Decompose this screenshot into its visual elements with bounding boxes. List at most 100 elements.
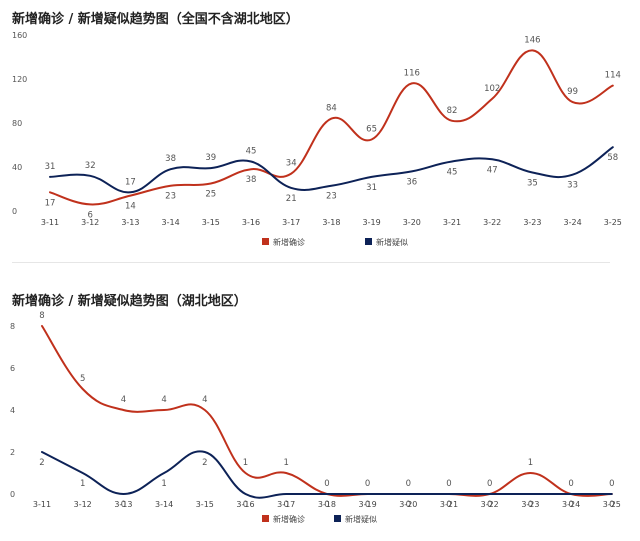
x-tick-label: 3-14 [162, 218, 180, 227]
data-label: 35 [527, 179, 538, 189]
line-chart-hubei: 0 2 4 6 8 3-11 3-12 3-13 3-14 3-15 3-16 3-17 3-18 3-1… [10, 311, 621, 524]
data-label: 34 [286, 159, 297, 169]
data-label: 146 [524, 35, 540, 45]
data-label: 2 [39, 458, 44, 468]
data-label: 31 [45, 162, 56, 172]
chart-title: 新增确诊 / 新增疑似趋势图（全国不含湖北地区） [12, 12, 299, 27]
data-label: 0 [283, 500, 288, 510]
y-tick-label: 8 [10, 322, 15, 331]
x-tick-label: 3-17 [277, 500, 295, 509]
data-label: 0 [568, 479, 573, 489]
x-tick-label: 3-24 [564, 218, 582, 227]
y-tick-label: 120 [12, 75, 27, 84]
data-label: 31 [366, 183, 377, 193]
chart-panel-hubei: 新增确诊 / 新增疑似趋势图（湖北地区） 0 2 4 6 8 3-11 3-12 3-13 3-… [0, 280, 640, 541]
data-label: 8 [39, 311, 44, 321]
data-label: 36 [406, 177, 417, 187]
data-label: 0 [528, 500, 533, 510]
data-label: 0 [365, 479, 370, 489]
x-tick-label: 3-20 [399, 500, 417, 509]
y-tick-label: 2 [10, 448, 15, 457]
x-tick-label: 3-22 [481, 500, 499, 509]
data-label: 58 [607, 153, 618, 163]
data-label: 17 [45, 198, 56, 208]
data-label: 4 [202, 395, 207, 405]
data-label: 33 [567, 181, 578, 191]
x-tick-label: 3-24 [562, 500, 580, 509]
x-tick-label: 3-23 [521, 500, 539, 509]
data-label: 0 [406, 479, 411, 489]
data-label: 23 [326, 192, 337, 202]
data-label: 39 [205, 153, 216, 163]
data-label: 0 [609, 500, 614, 510]
x-tick-label: 3-23 [523, 218, 541, 227]
x-tick-label: 3-13 [114, 500, 132, 509]
data-label: 0 [568, 500, 573, 510]
data-label: 0 [446, 479, 451, 489]
x-tick-label: 3-18 [318, 500, 336, 509]
x-tick-label: 3-14 [155, 500, 173, 509]
y-tick-label: 160 [12, 31, 27, 40]
x-tick-label: 3-15 [196, 500, 214, 509]
x-tick-label: 3-18 [322, 218, 340, 227]
x-tick-label: 3-15 [202, 218, 220, 227]
x-tick-label: 3-16 [242, 218, 260, 227]
x-tick-label: 3-21 [443, 218, 461, 227]
x-tick-label: 3-21 [440, 500, 458, 509]
y-tick-label: 0 [10, 490, 15, 499]
x-tick-label: 3-16 [236, 500, 254, 509]
y-tick-label: 4 [10, 406, 15, 415]
data-label: 0 [406, 500, 411, 510]
y-tick-label: 6 [10, 364, 15, 373]
legend-label: 新增疑似 [345, 514, 377, 524]
data-label: 4 [161, 395, 166, 405]
data-label: 14 [125, 202, 136, 212]
data-label: 1 [283, 458, 288, 468]
data-label: 0 [487, 500, 492, 510]
series-line-suspected [41, 450, 613, 499]
data-label: 116 [404, 68, 420, 78]
data-label: 17 [125, 177, 136, 187]
data-label: 23 [165, 192, 176, 202]
x-tick-label: 3-11 [41, 218, 59, 227]
data-label: 84 [326, 104, 337, 114]
data-label: 0 [365, 500, 370, 510]
legend-label: 新增疑似 [376, 237, 408, 247]
legend-label: 新增确诊 [273, 237, 305, 247]
divider [12, 262, 610, 263]
data-label: 21 [286, 194, 297, 204]
data-label: 1 [80, 479, 85, 489]
legend-swatch [262, 515, 269, 522]
x-tick-label: 3-12 [81, 218, 99, 227]
data-label: 45 [246, 147, 257, 157]
x-tick-label: 3-13 [121, 218, 139, 227]
data-label: 38 [246, 175, 257, 185]
legend-swatch [334, 515, 341, 522]
data-label: 38 [165, 154, 176, 164]
legend-swatch [262, 238, 269, 245]
data-label: 1 [243, 458, 248, 468]
x-tick-label: 3-12 [74, 500, 92, 509]
y-tick-label: 40 [12, 163, 22, 172]
data-label: 5 [80, 374, 85, 384]
y-tick-label: 0 [12, 207, 17, 216]
chart-panel-national: 新增确诊 / 新增疑似趋势图（全国不含湖北地区） 0 40 80 120 160 3-11… [0, 0, 640, 268]
data-label: 6 [87, 210, 92, 220]
data-label: 102 [484, 84, 500, 94]
x-tick-label: 3-22 [483, 218, 501, 227]
data-label: 0 [243, 500, 248, 510]
data-label: 32 [85, 161, 96, 171]
line-chart-national: 0 40 80 120 160 3-11 3-12 3-13 3-14 3-15 3-16 3-17 3… [12, 31, 622, 247]
x-tick-label: 3-17 [282, 218, 300, 227]
data-label: 114 [605, 71, 621, 81]
x-tick-label: 3-20 [403, 218, 421, 227]
data-label: 1 [161, 479, 166, 489]
y-tick-label: 80 [12, 119, 22, 128]
data-label: 99 [567, 87, 578, 97]
data-label: 4 [121, 395, 126, 405]
data-label: 2 [202, 458, 207, 468]
data-label: 82 [447, 106, 458, 116]
data-label: 0 [446, 500, 451, 510]
data-label: 0 [324, 500, 329, 510]
x-tick-label: 3-19 [359, 500, 377, 509]
